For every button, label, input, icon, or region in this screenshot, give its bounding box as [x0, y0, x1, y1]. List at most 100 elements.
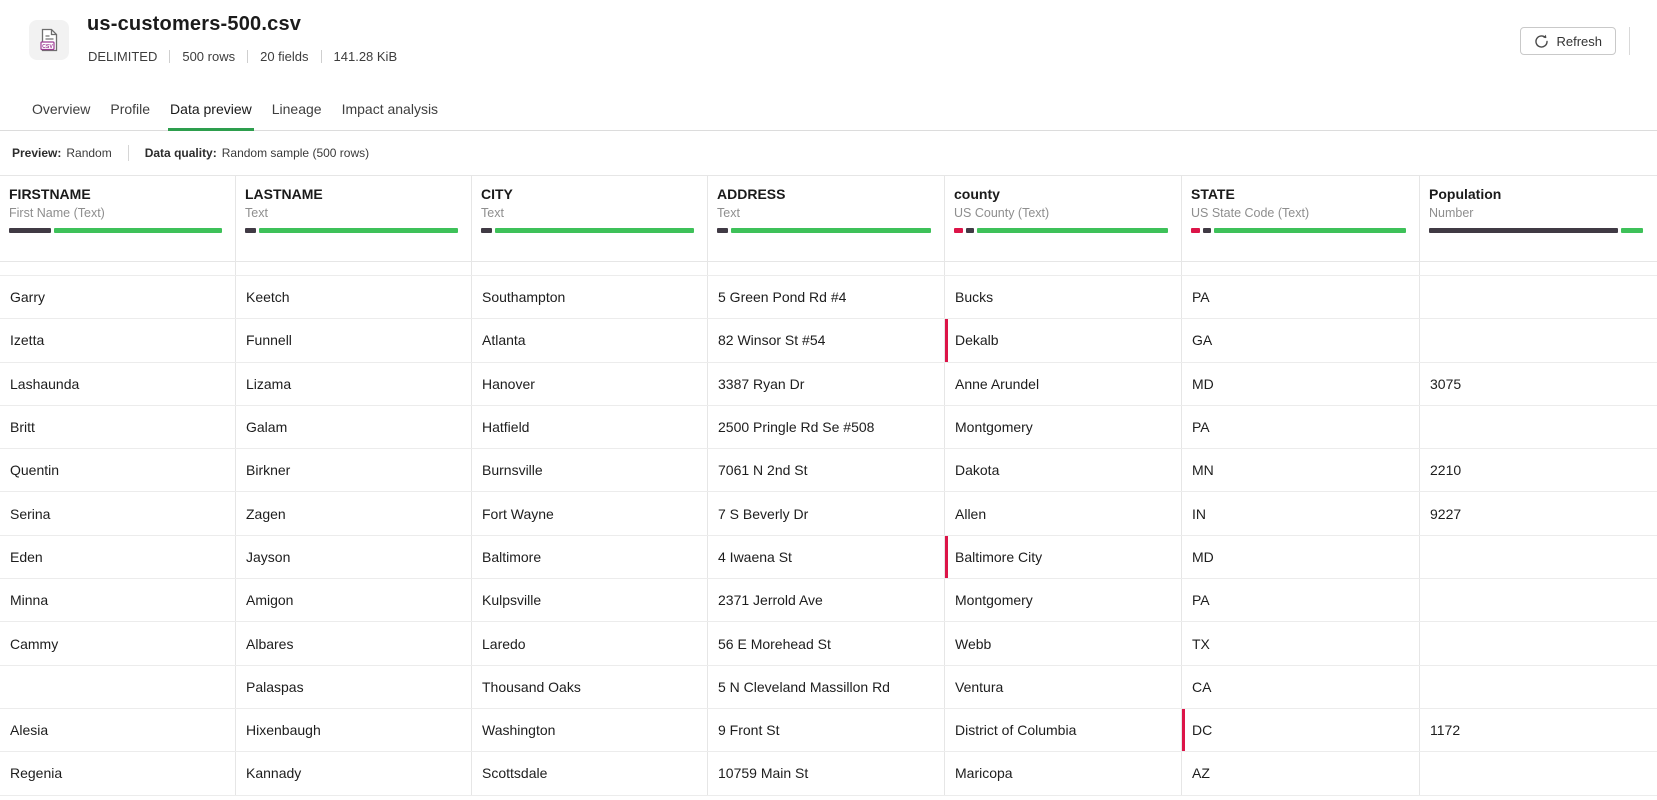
- cell-firstname: Minna: [0, 579, 236, 622]
- column-header-city[interactable]: CITY Text: [472, 176, 708, 261]
- spacer-cell: [472, 262, 708, 275]
- spacer-cell: [1182, 262, 1420, 275]
- column-header-county[interactable]: county US County (Text): [945, 176, 1182, 261]
- cell-lastname: Zagen: [236, 492, 472, 535]
- tab-profile[interactable]: Profile: [110, 101, 151, 117]
- toolbar-divider: [1629, 27, 1630, 55]
- tab-bar: Overview Profile Data preview Lineage Im…: [0, 89, 1657, 131]
- preview-info-bar: Preview: Random Data quality: Random sam…: [0, 131, 1657, 175]
- preview-divider: [127, 145, 129, 161]
- table-row: Izetta Funnell Atlanta 82 Winsor St #54 Deka…: [0, 319, 1657, 363]
- column-header-lastname[interactable]: LASTNAME Text: [236, 176, 472, 261]
- column-semantic-type: First Name (Text): [9, 206, 105, 220]
- quality-segment-empty: [481, 228, 492, 233]
- cell-lastname: Funnell: [236, 319, 472, 362]
- quality-bar[interactable]: [717, 228, 931, 233]
- table-row: Regenia Kannady Scottsdale 10759 Main St Mar…: [0, 752, 1657, 796]
- cell-population: [1420, 622, 1657, 664]
- cell-city: Fort Wayne: [472, 492, 708, 535]
- cell-county: Baltimore City: [945, 535, 1182, 579]
- column-name: STATE: [1191, 186, 1235, 202]
- cell-state: CA: [1182, 665, 1420, 708]
- quality-segment-valid: [1214, 228, 1406, 233]
- tab-data-preview[interactable]: Data preview: [168, 89, 254, 131]
- cell-population: [1420, 319, 1657, 361]
- cell-firstname: Lashaunda: [0, 362, 236, 405]
- quality-bar[interactable]: [1191, 228, 1406, 233]
- cell-lastname: Keetch: [236, 276, 472, 319]
- column-header-address[interactable]: ADDRESS Text: [708, 176, 945, 261]
- cell-lastname: Kannady: [236, 752, 472, 795]
- quality-bar[interactable]: [245, 228, 458, 233]
- cell-lastname: Galam: [236, 405, 472, 449]
- csv-icon-label: CSV: [42, 44, 53, 50]
- cell-county: Anne Arundel: [945, 362, 1182, 405]
- cell-county: Bucks: [945, 276, 1182, 319]
- cell-city: Thousand Oaks: [472, 665, 708, 708]
- cell-address: 82 Winsor St #54: [708, 319, 945, 362]
- column-header-population[interactable]: Population Number: [1420, 176, 1657, 261]
- refresh-icon: [1534, 34, 1549, 49]
- cell-address: 5 Green Pond Rd #4: [708, 276, 945, 319]
- cell-city: Baltimore: [472, 535, 708, 579]
- spacer-cell: [945, 262, 1182, 275]
- quality-segment-valid: [53, 228, 222, 233]
- cell-address: 5 N Cleveland Massillon Rd: [708, 665, 945, 708]
- cell-lastname: Birkner: [236, 449, 472, 492]
- spacer-cell: [236, 262, 472, 275]
- refresh-label: Refresh: [1556, 33, 1602, 49]
- column-header-state[interactable]: STATE US State Code (Text): [1182, 176, 1420, 261]
- meta-divider: [169, 50, 171, 63]
- cell-lastname: Lizama: [236, 362, 472, 405]
- table-row: Minna Amigon Kulpsville 2371 Jerrold Ave Mon…: [0, 579, 1657, 623]
- quality-bar[interactable]: [1429, 228, 1644, 233]
- quality-segment-invalid: [1191, 228, 1200, 233]
- cell-population: [1420, 406, 1657, 448]
- cell-city: Burnsville: [472, 449, 708, 492]
- tab-impact-analysis[interactable]: Impact analysis: [341, 101, 439, 117]
- quality-bar[interactable]: [9, 228, 222, 233]
- cell-county: Webb: [945, 622, 1182, 665]
- cell-city: Hatfield: [472, 405, 708, 449]
- cell-address: 3387 Ryan Dr: [708, 362, 945, 405]
- cell-county: Ventura: [945, 665, 1182, 708]
- column-name: Population: [1429, 186, 1502, 202]
- cell-firstname: Quentin: [0, 449, 236, 492]
- column-semantic-type: Text: [245, 206, 268, 220]
- cell-population: [1420, 276, 1657, 318]
- spacer-cell: [708, 262, 945, 275]
- table-header-row: FIRSTNAME First Name (Text) LASTNAME Text CI…: [0, 175, 1657, 262]
- quality-segment-valid: [730, 228, 931, 233]
- cell-state: MD: [1182, 535, 1420, 579]
- quality-bar[interactable]: [954, 228, 1168, 233]
- meta-rows: 500 rows: [182, 49, 236, 64]
- cell-address: 56 E Morehead St: [708, 622, 945, 665]
- cell-firstname: Alesia: [0, 708, 236, 752]
- data-preview-table: FIRSTNAME First Name (Text) LASTNAME Text CI…: [0, 175, 1657, 796]
- quality-segment-valid: [494, 228, 694, 233]
- table-row: Garry Keetch Southampton 5 Green Pond Rd #4…: [0, 276, 1657, 320]
- quality-segment-invalid: [954, 228, 963, 233]
- column-header-firstname[interactable]: FIRSTNAME First Name (Text): [0, 176, 236, 261]
- table-spacer-row: [0, 262, 1657, 276]
- refresh-button[interactable]: Refresh: [1520, 27, 1616, 55]
- tab-lineage[interactable]: Lineage: [271, 101, 322, 117]
- file-meta: DELIMITED 500 rows 20 fields 141.28 KiB: [88, 49, 397, 64]
- quality-segment-empty: [965, 228, 975, 233]
- meta-size: 141.28 KiB: [333, 49, 398, 64]
- cell-address: 2500 Pringle Rd Se #508: [708, 405, 945, 449]
- table-row: Quentin Birkner Burnsville 7061 N 2nd St Dak…: [0, 449, 1657, 493]
- quality-segment-valid: [977, 228, 1168, 233]
- cell-address: 4 Iwaena St: [708, 535, 945, 579]
- data-quality-label: Data quality:: [144, 146, 217, 160]
- cell-city: Kulpsville: [472, 579, 708, 622]
- cell-city: Southampton: [472, 276, 708, 319]
- quality-bar[interactable]: [481, 228, 694, 233]
- cell-city: Washington: [472, 708, 708, 752]
- cell-lastname: Jayson: [236, 535, 472, 579]
- spacer-cell: [1420, 262, 1657, 275]
- data-quality-value: Random sample (500 rows): [221, 146, 370, 160]
- tab-overview[interactable]: Overview: [32, 101, 91, 117]
- cell-firstname: [0, 665, 236, 708]
